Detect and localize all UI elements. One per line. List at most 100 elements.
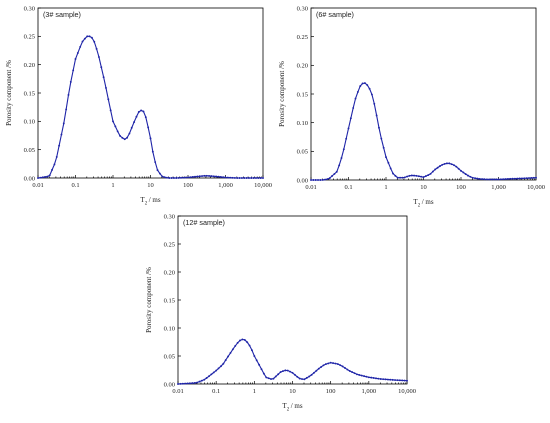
y-tick-label: 0.20 [164, 269, 175, 276]
data-point [46, 175, 49, 178]
data-point [93, 40, 96, 43]
data-point [90, 36, 93, 39]
data-point [359, 85, 362, 88]
data-point [384, 378, 387, 381]
data-point [255, 359, 258, 362]
data-point [353, 372, 356, 375]
data-point [119, 134, 121, 137]
data-point [319, 179, 322, 181]
data-point [335, 170, 338, 173]
data-point [65, 108, 68, 111]
data-point [382, 378, 385, 381]
data-point [460, 169, 462, 172]
data-point [320, 366, 323, 368]
data-point [184, 176, 187, 179]
data-point [222, 362, 225, 365]
data-point [58, 144, 61, 147]
y-tick-label: 0.05 [297, 149, 308, 156]
data-point [436, 166, 439, 169]
data-point [399, 176, 402, 179]
data-point [241, 338, 244, 341]
data-point [389, 167, 392, 170]
data-point [375, 377, 377, 380]
data-point [523, 177, 526, 180]
data-point [205, 174, 208, 177]
panel-label: (6# sample) [316, 10, 354, 19]
data-point [471, 176, 474, 179]
data-point [509, 177, 512, 180]
data-point [448, 162, 451, 165]
data-point [413, 174, 416, 177]
data-point [406, 175, 409, 178]
data-point [219, 365, 222, 368]
data-point [165, 176, 168, 179]
y-tick-label: 0.20 [297, 63, 308, 70]
data-point [212, 371, 215, 374]
data-point [196, 381, 199, 384]
data-point [247, 177, 250, 179]
data-point [234, 344, 237, 347]
x-axis-title-main: T [282, 402, 287, 410]
y-tick-label: 0.25 [24, 34, 35, 41]
data-point [321, 178, 324, 181]
data-point [210, 175, 213, 178]
data-point [386, 378, 389, 381]
data-point [272, 377, 275, 380]
data-point [334, 362, 337, 365]
data-point [62, 122, 65, 125]
data-point [317, 179, 319, 181]
data-point [224, 359, 227, 362]
data-point [100, 66, 103, 69]
data-point [114, 125, 117, 128]
data-point [324, 178, 327, 181]
data-point [282, 370, 284, 373]
data-point [253, 355, 256, 357]
data-point [229, 351, 232, 354]
data-point [239, 339, 241, 342]
data-point [144, 116, 147, 119]
data-point [97, 56, 100, 58]
data-point [274, 375, 277, 378]
data-point [462, 171, 465, 174]
data-point [375, 114, 378, 117]
data-point [502, 178, 505, 181]
data-point [438, 165, 441, 168]
data-point [41, 176, 44, 179]
data-point [373, 102, 376, 105]
y-tick-label: 0.15 [24, 90, 35, 97]
x-tick-label: 1 [253, 388, 256, 395]
data-point [328, 177, 331, 180]
data-point [265, 376, 268, 379]
data-point [188, 382, 191, 385]
data-point [180, 176, 182, 179]
data-point [182, 176, 185, 179]
data-point [227, 355, 230, 358]
data-point [123, 138, 126, 141]
data-point [363, 375, 366, 378]
y-tick-label: 0.05 [164, 353, 175, 360]
x-tick-label: 0.1 [212, 388, 220, 395]
x-tick-label: 1,000 [491, 184, 506, 191]
data-point [457, 167, 460, 170]
y-tick-label: 0.30 [297, 5, 308, 12]
data-point [53, 163, 56, 166]
data-point [513, 177, 516, 180]
data-point [236, 177, 239, 179]
data-point [377, 377, 380, 380]
data-point [443, 162, 446, 165]
data-point [520, 177, 523, 180]
data-point [455, 165, 458, 168]
data-point [352, 107, 355, 110]
data-point [340, 157, 343, 159]
data-point [396, 379, 399, 382]
data-point [453, 164, 455, 167]
series-1 [177, 338, 408, 385]
data-point [483, 178, 486, 181]
data-point [105, 86, 107, 89]
data-point [345, 137, 348, 140]
x-axis-title-subscript: 2 [418, 204, 421, 209]
data-point [194, 175, 196, 178]
data-point [260, 368, 263, 371]
data-point [506, 178, 509, 180]
